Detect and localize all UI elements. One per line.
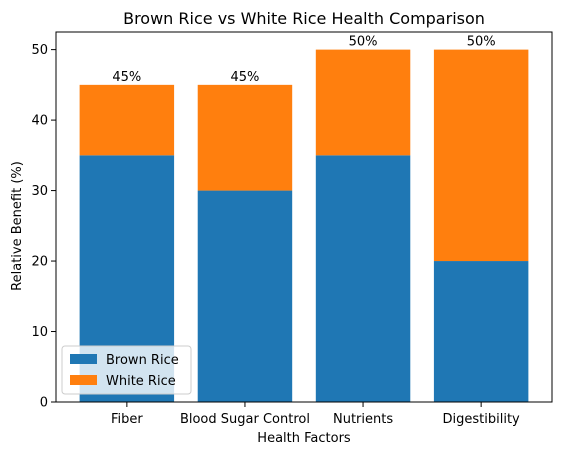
- x-tick-label: Fiber: [111, 412, 143, 427]
- axes-group: 0 10 20 30 40 50 Fiber Blood Sugar Control Nutri…: [31, 31, 553, 427]
- bar-total-label: 45%: [230, 70, 259, 85]
- bar-brown-rice-3: [433, 261, 529, 402]
- legend-label: Brown Rice: [106, 353, 179, 368]
- y-tick-label: 20: [31, 255, 48, 270]
- legend-swatch: [70, 354, 97, 364]
- bar-white-rice-2: [315, 49, 411, 156]
- y-tick-label: 0: [40, 396, 48, 411]
- bars-group: [79, 49, 529, 402]
- bar-white-rice-3: [433, 49, 529, 262]
- x-tick-label: Blood Sugar Control: [180, 412, 310, 427]
- bar-total-label: 50%: [467, 35, 496, 50]
- chart-title: Brown Rice vs White Rice Health Comparis…: [123, 9, 485, 28]
- legend: Brown Rice White Rice: [61, 345, 192, 395]
- y-tick-label: 40: [31, 114, 48, 129]
- bar-brown-rice-2: [315, 155, 411, 402]
- y-tick-label: 10: [31, 325, 48, 340]
- bar-white-rice-0: [79, 84, 175, 156]
- x-tick-label: Nutrients: [333, 412, 393, 427]
- bar-white-rice-1: [197, 84, 293, 191]
- bar-brown-rice-1: [197, 190, 293, 402]
- y-tick-label: 30: [31, 184, 48, 199]
- data-labels-group: 45% 45% 50% 50%: [112, 35, 495, 85]
- bar-total-label: 50%: [349, 35, 378, 50]
- x-tick-label: Digestibility: [443, 412, 521, 427]
- bar-total-label: 45%: [112, 70, 141, 85]
- legend-swatch: [70, 375, 97, 385]
- y-tick-label: 50: [31, 43, 48, 58]
- y-axis-title: Relative Benefit (%): [10, 161, 25, 291]
- x-axis-title: Health Factors: [257, 431, 351, 446]
- legend-label: White Rice: [106, 374, 176, 389]
- plot-frame: [55, 31, 553, 403]
